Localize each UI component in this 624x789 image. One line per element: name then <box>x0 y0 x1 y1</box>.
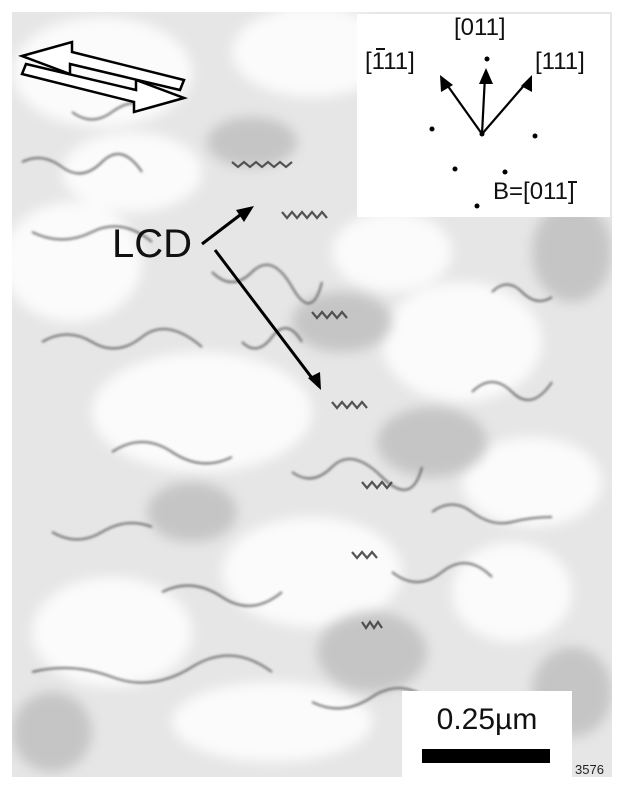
scale-bar <box>422 749 550 763</box>
diffraction-inset: [011] [111] [111] B=[011] <box>357 14 610 217</box>
spot-label-left-overbar <box>376 48 385 50</box>
lcd-label: LCD <box>112 222 193 266</box>
zone-axis-label: B=[011] <box>493 178 575 205</box>
spot-label-left: [111] <box>365 48 415 75</box>
scale-bar-panel: 0.25µm <box>402 691 572 777</box>
lcd-pointer-lines <box>201 210 317 383</box>
spot-label-right: [111] <box>535 48 585 75</box>
scale-bar-label: 0.25µm <box>436 703 538 736</box>
spot-label-top: [011] <box>454 14 506 41</box>
diffraction-pattern <box>429 56 538 209</box>
zone-axis-overbar <box>568 181 577 183</box>
image-id: 3576 <box>575 762 604 777</box>
double-arrow-shear-icon <box>17 40 189 114</box>
